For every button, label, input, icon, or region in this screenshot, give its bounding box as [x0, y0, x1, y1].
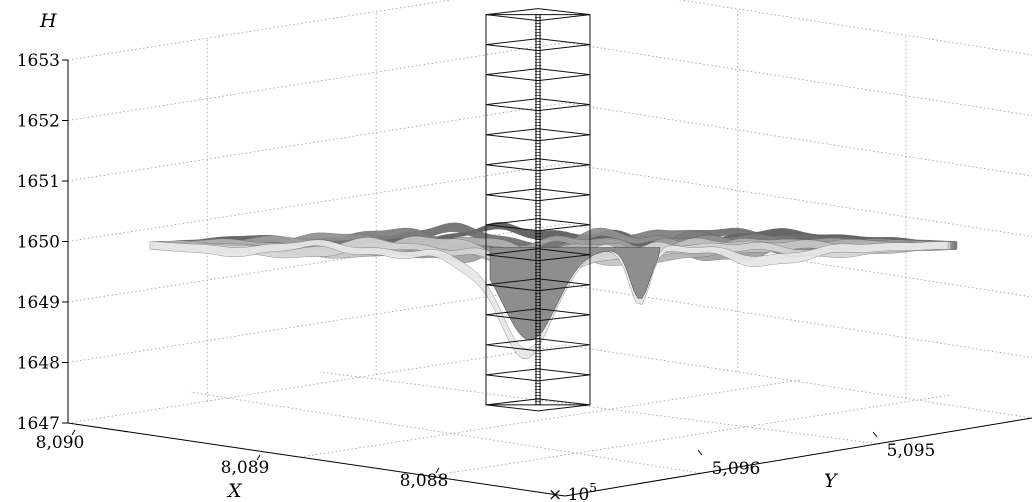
column-section: [485, 308, 591, 322]
surface-depression: [489, 247, 661, 341]
column-section: [485, 158, 591, 172]
column-section: [485, 68, 591, 82]
grid-line: [564, 102, 1032, 177]
floor-grid-line: [319, 371, 881, 445]
grid-line: [677, 0, 1032, 56]
y-axis-title: Y: [824, 470, 839, 492]
x-axis-multiplier: × 105: [548, 481, 597, 502]
z-tick-label: 1650: [17, 233, 60, 253]
z-tick-label: 1653: [17, 51, 60, 71]
x-tick-mark: [435, 467, 440, 474]
y-tick-mark: [697, 449, 703, 456]
column-section: [485, 368, 591, 382]
x-tick-label: 8,088: [400, 471, 449, 491]
x-tick-mark: [71, 429, 76, 436]
terrain-surface: [149, 221, 958, 360]
grid-line: [67, 344, 566, 424]
z-tick-label: 1649: [17, 293, 60, 313]
grid-line: [564, 163, 1032, 237]
column-section: [485, 248, 591, 262]
axes: [67, 60, 1032, 497]
grid-line: [564, 42, 1032, 116]
y-tick-label: 5,095: [887, 441, 936, 461]
y-tick-mark: [872, 431, 878, 438]
borehole-column: [485, 8, 591, 412]
axis-labels: H X Y × 105 1647 1648 1649 1650 1651 1652 1653…: [17, 10, 936, 502]
grid-lines: [62, 0, 1032, 477]
z-axis-title: H: [39, 10, 57, 32]
grid-line: [67, 42, 566, 121]
grid-line: [67, 0, 453, 61]
column-section: [485, 278, 591, 292]
z-tick-label: 1648: [17, 354, 60, 374]
column-section: [485, 338, 591, 352]
z-tick-label: 1647: [17, 414, 60, 434]
z-tick-label: 1652: [17, 112, 60, 132]
column-section: [485, 8, 591, 22]
column-section: [485, 218, 591, 232]
grid-line: [67, 102, 566, 182]
z-tick-label: 1651: [17, 172, 60, 192]
column-section: [485, 38, 591, 52]
x-axis-title: X: [226, 480, 243, 502]
grid-line: [564, 344, 1032, 419]
x-tick-label: 8,090: [36, 433, 85, 453]
column-section: [485, 128, 591, 142]
column-section: [485, 188, 591, 202]
x-tick-mark: [256, 454, 261, 461]
x-tick-label: 8,089: [221, 458, 270, 478]
grid-line: [564, 284, 1032, 358]
floor-grid-line: [299, 379, 801, 458]
column-section: [485, 398, 591, 412]
column-section: [485, 98, 591, 112]
surface-band: [149, 239, 949, 360]
y-tick-label: 5,096: [712, 459, 761, 479]
